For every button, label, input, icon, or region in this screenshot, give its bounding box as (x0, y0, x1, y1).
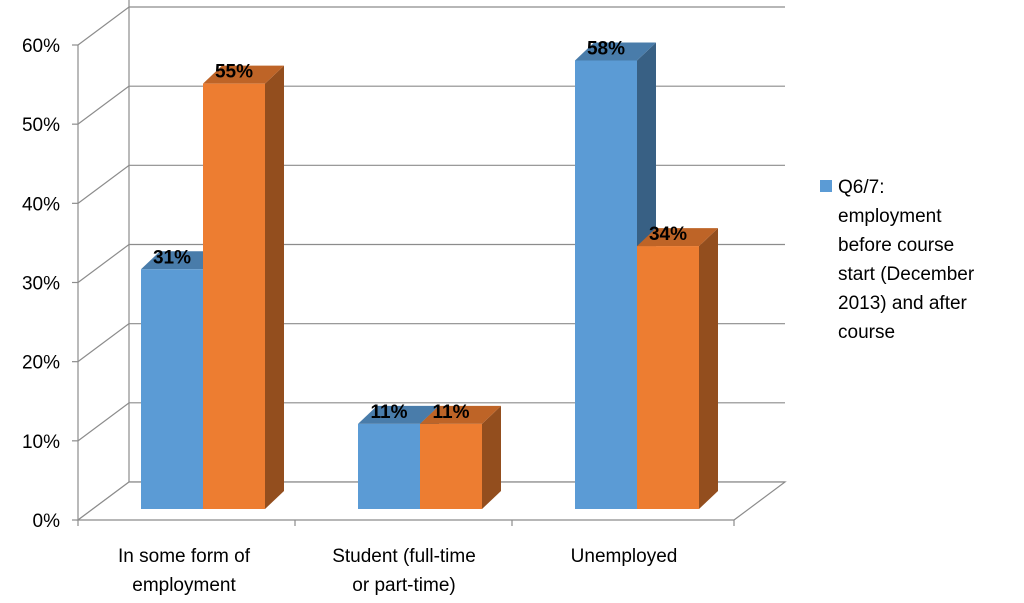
y-tick-label: 40% (22, 194, 60, 215)
bar-top (141, 251, 222, 270)
x-tick-label: In some form of (118, 546, 251, 567)
bar (203, 65, 284, 510)
legend-label: 2013) and after (838, 293, 968, 314)
bar-front (358, 423, 420, 509)
bar-side (699, 228, 718, 510)
gridline-depth (77, 323, 130, 363)
legend-label: before course (838, 235, 954, 256)
bar-front (141, 269, 203, 509)
bar-front (203, 83, 265, 510)
bar-front (575, 60, 637, 509)
gridline-depth (77, 402, 130, 442)
legend-label: start (December (838, 264, 975, 285)
data-label: 34% (649, 224, 687, 245)
chart-bars (141, 42, 718, 510)
y-tick-label: 60% (22, 36, 60, 57)
data-label: 11% (433, 402, 470, 423)
legend-label: course (838, 322, 895, 343)
data-label: 55% (215, 62, 253, 83)
bar-top (358, 405, 439, 424)
data-label: 58% (587, 38, 625, 59)
bar-side (265, 65, 284, 510)
bar-side (482, 405, 501, 509)
x-tick-label: or part-time) (352, 575, 455, 596)
y-tick-label: 0% (33, 511, 61, 532)
y-tick-label: 50% (22, 115, 60, 136)
gridline-depth (77, 6, 130, 46)
legend-swatch (820, 180, 832, 192)
bar (420, 405, 501, 509)
bar (637, 228, 718, 510)
chart-legend: Q6/7: employment before course start (Decem… (820, 177, 975, 343)
y-tick-label: 20% (22, 353, 60, 374)
bar-front (420, 423, 482, 509)
chart-data-labels: 31% 55% 11% 11% 58% 34% (153, 38, 687, 422)
data-label: 11% (371, 402, 408, 423)
bar-top (575, 42, 656, 61)
bar-top (637, 228, 718, 247)
y-tick-label: 30% (22, 274, 60, 295)
legend-label: employment (838, 206, 942, 227)
bar-top (203, 65, 284, 84)
legend-label: Q6/7: (838, 177, 884, 198)
gridline-depth (77, 244, 130, 283)
gridline-depth (77, 85, 130, 125)
y-tick-label: 10% (22, 432, 60, 453)
gridline-depth (77, 164, 130, 204)
bar-front (637, 246, 699, 510)
data-label: 31% (153, 247, 191, 268)
bar-top (420, 405, 501, 424)
x-tick-label: Unemployed (571, 546, 678, 567)
x-tick-label: employment (132, 575, 236, 596)
x-tick-label: Student (full-time (332, 546, 476, 567)
